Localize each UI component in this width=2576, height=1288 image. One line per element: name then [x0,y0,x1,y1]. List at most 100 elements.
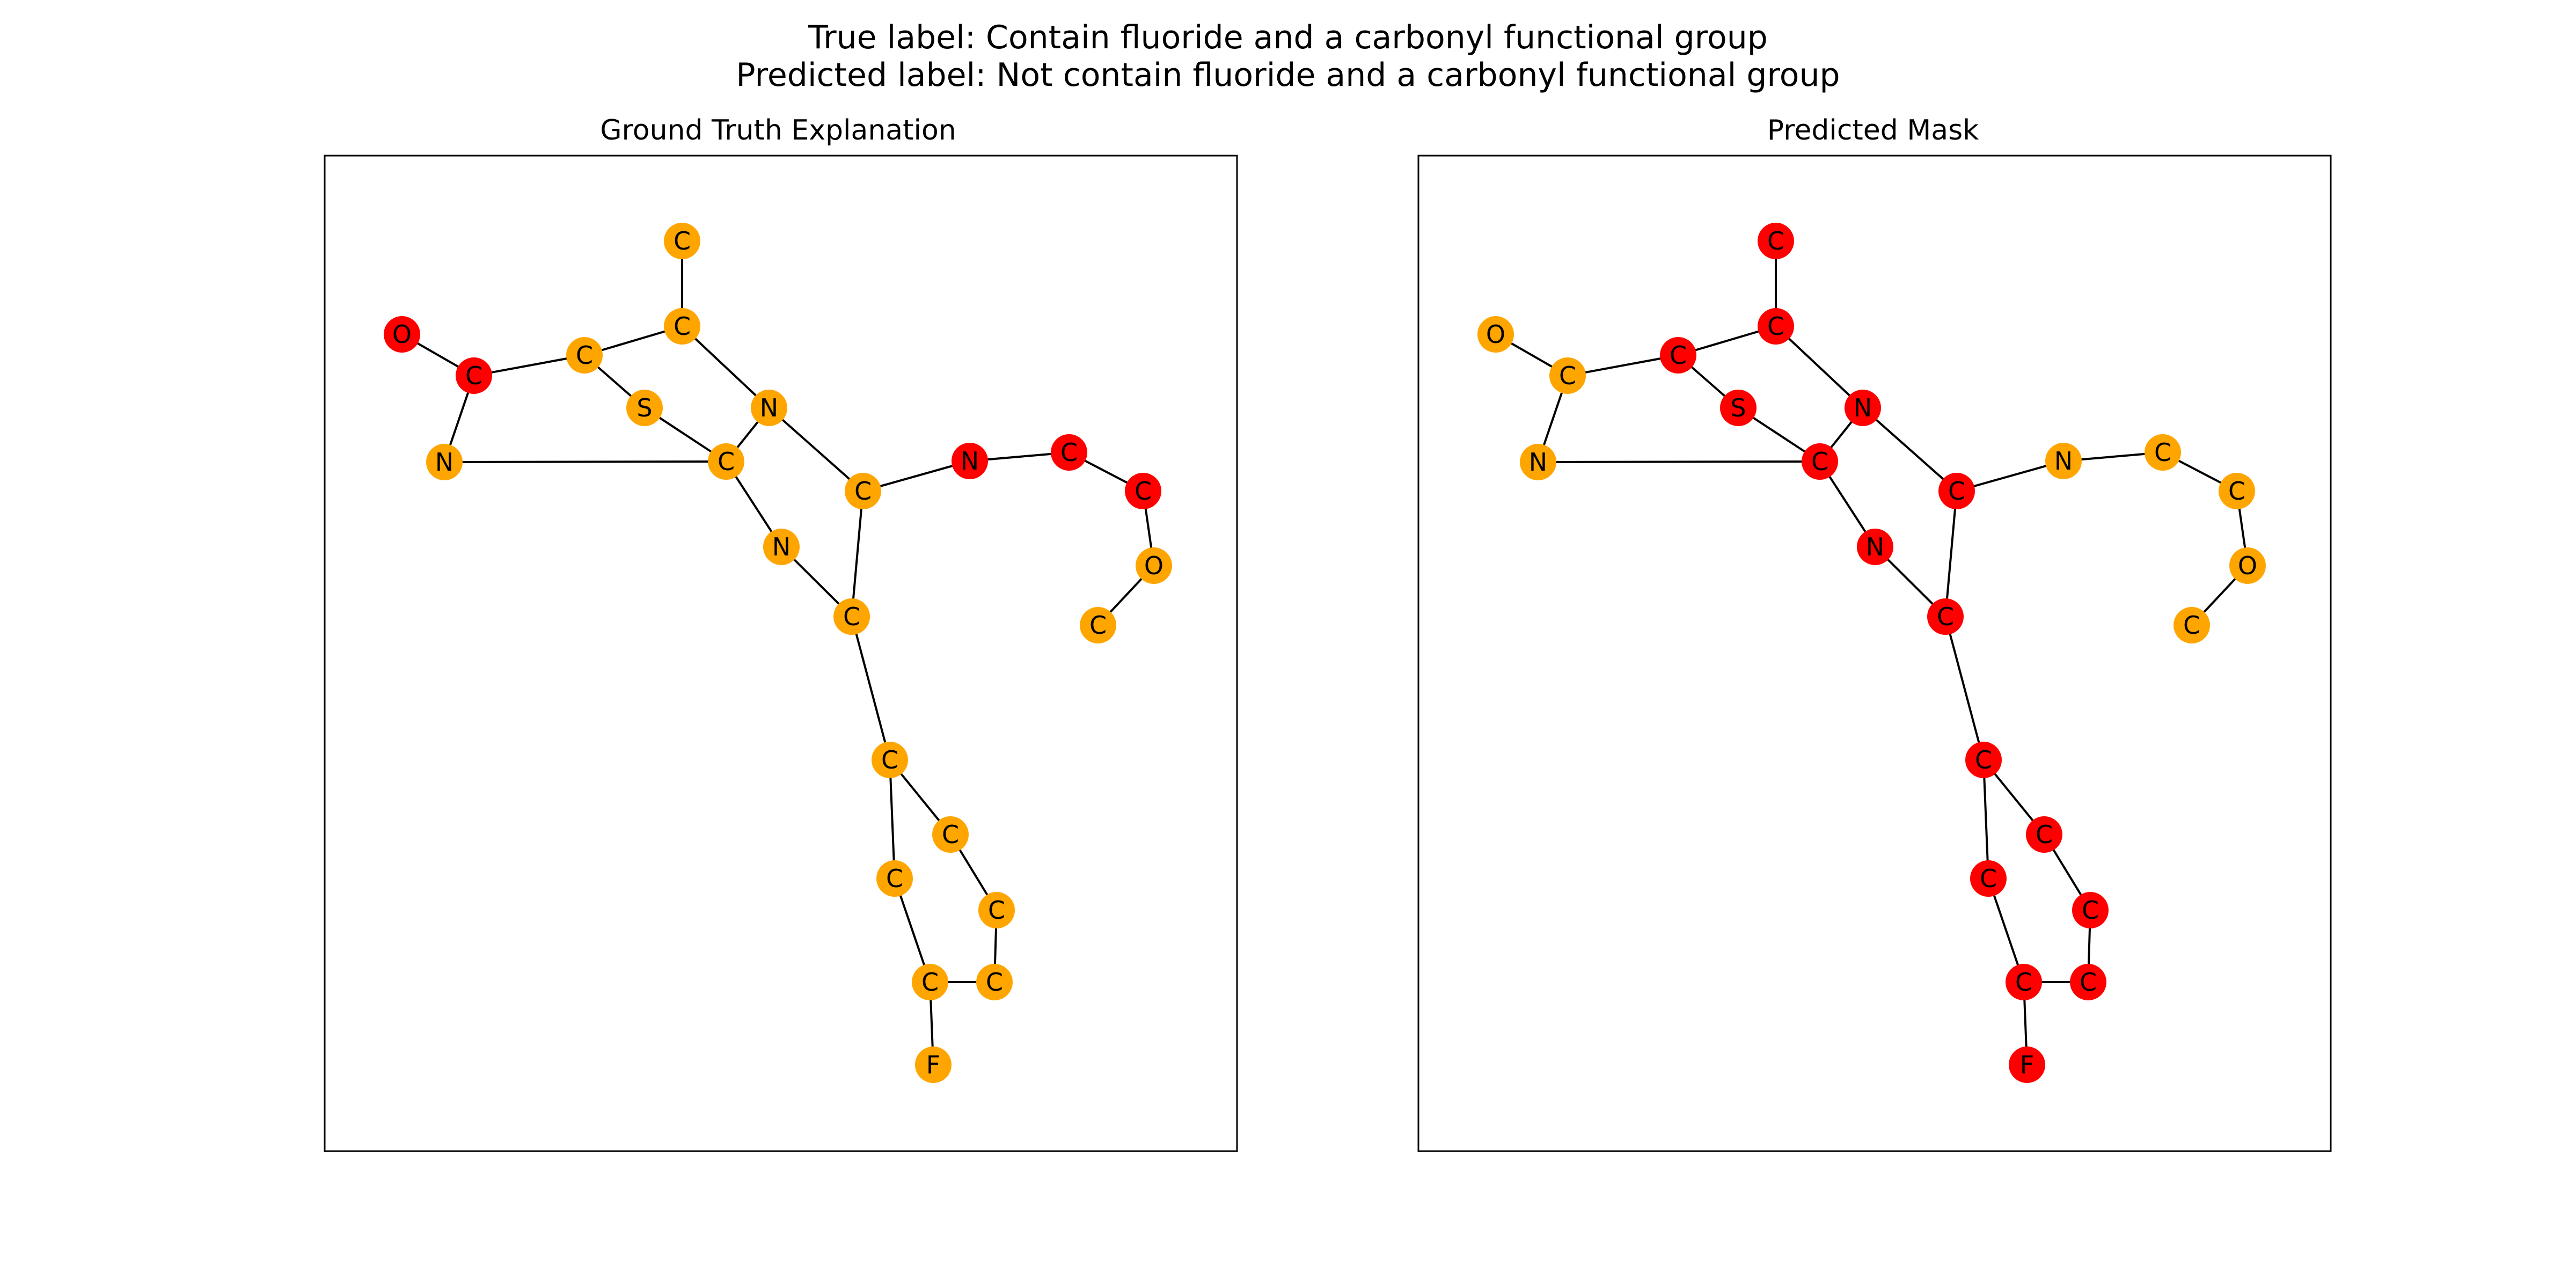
atom-circle [1549,357,1586,394]
atom-label: C [2183,611,2200,640]
atom-circle [426,444,463,480]
atom-node: N [426,444,463,480]
atom-label: C [1670,341,1687,370]
atom-label: C [988,896,1005,925]
atom-circle [664,223,700,259]
atom-label: C [2036,820,2053,849]
atom-label: C [1980,864,1997,893]
atom-node: C [456,357,492,394]
atom-circle-highlighted [2006,964,2042,1000]
atom-label: S [636,393,652,422]
atom-label: N [961,447,979,475]
atom-circle [2045,443,2082,479]
atom-node: C [876,860,913,897]
panel-title: Ground Truth Explanation [600,114,956,147]
bond-edge [681,325,770,409]
atom-label: N [760,393,778,422]
atom-circle [976,964,1013,1000]
bond-edge [1862,407,1958,492]
figure-title-predicted-label: Predicted label: Not contain fluoride an… [736,56,1840,94]
atom-label: C [674,312,691,341]
atom-label: C [2228,477,2245,506]
atom-circle-highlighted [1802,443,1838,480]
atom-node: C [708,443,744,480]
atom-circle-highlighted [1125,473,1161,509]
bond-edge [473,354,585,377]
atom-circle-highlighted [1758,223,1794,259]
atom-node: N [1520,444,1556,480]
atom-node: O [2229,547,2266,584]
panel-frame [1417,155,2332,1152]
atom-circle [876,860,913,897]
atom-label: O [1486,320,1505,349]
atom-circle-highlighted [2070,964,2106,1000]
atom-circle-highlighted [1051,434,1087,471]
atom-circle [978,892,1015,928]
atom-circle [2229,547,2266,584]
atom-circle-highlighted [1660,337,1696,374]
atom-node: C [664,223,700,259]
atom-label: C [465,361,482,390]
atom-circle [566,337,603,374]
atom-node: C [1125,473,1161,509]
atom-label: C [854,477,872,506]
atom-circle-highlighted [1845,390,1881,426]
atom-node: C [1660,337,1696,374]
atom-label: F [2020,1050,2034,1079]
atom-circle [1080,607,1116,643]
atom-circle [763,529,800,565]
atom-node: C [566,337,603,374]
atom-circle-highlighted [952,443,988,479]
atom-label: S [1730,393,1746,422]
bond-edge [1567,354,1679,377]
atom-node: C [1927,598,1964,635]
bond-edge [1982,759,1989,879]
atom-label: C [843,602,860,631]
atom-circle-highlighted [1857,529,1893,565]
atom-label: O [392,320,412,349]
panel-title: Predicted Mask [1767,114,1979,147]
atom-circle [915,1046,952,1083]
atom-node: C [845,473,881,509]
atom-label: C [2015,968,2032,997]
atom-node: O [1477,316,1514,353]
atom-circle-highlighted [2072,892,2109,928]
atom-label: C [1089,611,1107,640]
atom-circle [708,443,744,480]
atom-label: C [1559,361,1576,390]
bond-edge [851,491,864,617]
bond-edge [1944,616,1985,760]
atom-circle-highlighted [456,357,492,394]
atom-label: C [1060,438,1078,467]
atom-node: N [763,529,800,565]
atom-node: C [1802,443,1838,480]
atom-label: N [2054,447,2073,475]
atom-node: N [751,390,787,426]
atom-node: S [1720,390,1757,426]
panel-frame [324,155,1238,1152]
atom-node: C [872,742,908,778]
atom-label: N [1529,448,1547,477]
atom-circle-highlighted [1965,742,2002,778]
atom-label: C [1975,745,1992,774]
atom-node: C [1938,473,1975,509]
atom-label: C [1937,602,1954,631]
atom-circle [2145,434,2181,471]
bond-edge [862,460,970,492]
atom-label: C [881,745,898,774]
atom-label: N [772,532,791,561]
atom-circle-highlighted [1927,598,1964,635]
atom-node: C [1549,357,1586,394]
atom-label: N [1854,393,1872,422]
figure-title-true-label: True label: Contain fluoride and a carbo… [808,19,1768,56]
atom-node: O [384,316,420,353]
atom-circle-highlighted [1720,390,1757,426]
atom-label: C [576,341,593,370]
bond-edge [768,407,864,492]
atom-label: C [1811,447,1828,476]
atom-circle [751,390,787,426]
atom-node: N [2045,443,2082,479]
atom-node: N [952,443,988,479]
